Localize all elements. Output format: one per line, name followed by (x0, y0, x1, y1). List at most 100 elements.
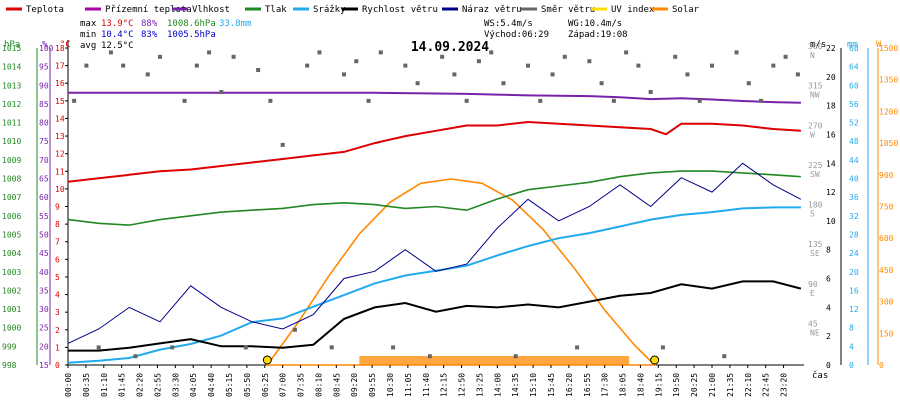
x-tick-label: 05:50 (243, 373, 252, 397)
x-tick-label: 04:40 (207, 373, 216, 397)
series-rychlost (68, 280, 802, 352)
x-tick-label: 18:05 (619, 373, 628, 397)
x-tick-label: 10:30 (386, 373, 395, 397)
x-tick-label: 11:40 (422, 373, 431, 397)
temp-tick: 9 (55, 203, 60, 212)
solar-tick: 750 (879, 203, 894, 212)
legend-label-uv: UV index (611, 5, 655, 15)
direction-point (526, 63, 530, 68)
legend-label-srazky: Srážky (313, 5, 346, 15)
legend-label-rychlost: Rychlost větru (362, 5, 438, 15)
direction-point (489, 50, 494, 55)
humidity-tick: 20 (39, 342, 49, 351)
direction-point (611, 98, 616, 103)
direction-point (759, 98, 764, 103)
direction-tick-name: W (810, 130, 815, 139)
x-tick-label: 11:05 (404, 373, 413, 397)
direction-tick-deg: 225 (808, 161, 823, 170)
direction-point (342, 72, 346, 77)
humidity-tick: 45 (39, 249, 49, 258)
rain-tick: 12 (849, 305, 859, 314)
pressure-tick: 1012 (2, 100, 21, 109)
humidity-tick: 100 (39, 44, 54, 53)
stats-min-temp: 10.4°C (101, 30, 134, 40)
direction-point (121, 63, 126, 68)
x-tick-label: 23:20 (780, 373, 789, 397)
x-tick-label: 01:10 (100, 373, 109, 397)
pressure-tick: 1008 (2, 175, 21, 184)
direction-point (440, 54, 445, 59)
series-teplota (67, 120, 801, 183)
direction-tick-deg: 135 (808, 240, 823, 249)
rain-tick: 52 (849, 119, 859, 128)
wind-tick: 22 (826, 44, 836, 53)
rain-tick: 8 (849, 324, 854, 333)
x-tick-label: 02:55 (153, 373, 162, 397)
direction-tick-name: S (810, 210, 815, 219)
direction-point (108, 50, 113, 55)
direction-tick-deg: 180 (808, 201, 823, 210)
stats-max-hum: 88% (141, 19, 158, 29)
rain-tick: 32 (849, 212, 859, 221)
rain-tick: 60 (849, 81, 859, 90)
pressure-tick: 1007 (2, 193, 21, 202)
rain-tick: 24 (849, 249, 859, 258)
rain-tick: 4 (849, 342, 854, 351)
legend-label-tlak: Tlak (265, 5, 287, 15)
legend-label-smer: Směr větru (541, 5, 595, 15)
direction-point (84, 63, 89, 68)
direction-point (771, 63, 776, 68)
wind-tick: 16 (826, 130, 836, 139)
direction-point (464, 98, 469, 103)
humidity-tick: 60 (39, 193, 49, 202)
x-tick-label: 20:25 (690, 373, 699, 397)
uv-marker (262, 355, 272, 365)
x-tick-label: 21:35 (726, 373, 735, 397)
temp-tick: 18 (55, 44, 65, 53)
x-tick-label: 13:25 (475, 373, 484, 397)
temp-tick: 8 (55, 220, 60, 229)
wind-tick: 8 (826, 246, 831, 255)
x-tick-label: 09:20 (350, 373, 359, 397)
direction-point (660, 345, 665, 350)
rain-tick: 36 (849, 193, 859, 202)
x-tick-label: 01:45 (118, 373, 127, 397)
x-tick-label: 16:20 (565, 373, 574, 397)
stats-max-press: 1008.6hPa (167, 19, 216, 29)
uv-marker (650, 355, 660, 365)
x-tick-label: 19:15 (654, 373, 663, 397)
temp-tick: 14 (55, 114, 65, 123)
direction-point (636, 63, 641, 68)
direction-point (158, 54, 162, 59)
x-tick-label: 07:35 (297, 373, 306, 397)
stats-min-label: min (80, 30, 96, 40)
wind-tick: 12 (826, 188, 836, 197)
humidity-tick: 15 (39, 361, 49, 370)
x-tick-label: 03:30 (171, 373, 180, 397)
pressure-tick: 998 (2, 361, 17, 370)
direction-point (133, 354, 138, 359)
legend-label-vlhkost: Vlhkost (192, 5, 230, 15)
x-tick-label: 14:35 (511, 373, 520, 397)
stats-sunset: Západ:19:08 (568, 30, 628, 40)
solar-tick: 450 (879, 266, 894, 275)
direction-point (710, 63, 714, 68)
direction-point (256, 68, 261, 73)
humidity-tick: 95 (39, 63, 49, 72)
series-tlak (67, 170, 801, 226)
x-tick-label: 02:20 (136, 373, 145, 397)
stats-max-rain: 33.8mm (219, 19, 252, 29)
temp-tick: 11 (55, 167, 65, 176)
direction-point (145, 72, 150, 77)
temp-tick: 6 (55, 255, 60, 264)
x-axis: čas 00:00 00:35 01:10 01:45 02:20 02:55 03:30 0… (64, 365, 828, 397)
left-unit-0: hPa (4, 40, 20, 50)
wind-tick: 18 (826, 102, 836, 111)
direction-tick-name: NE (810, 328, 820, 337)
stats-avg-label: avg (80, 41, 96, 51)
direction-point (207, 50, 212, 55)
pressure-tick: 1003 (2, 268, 21, 277)
direction-point (648, 90, 653, 95)
pressure-tick: 999 (2, 342, 17, 351)
